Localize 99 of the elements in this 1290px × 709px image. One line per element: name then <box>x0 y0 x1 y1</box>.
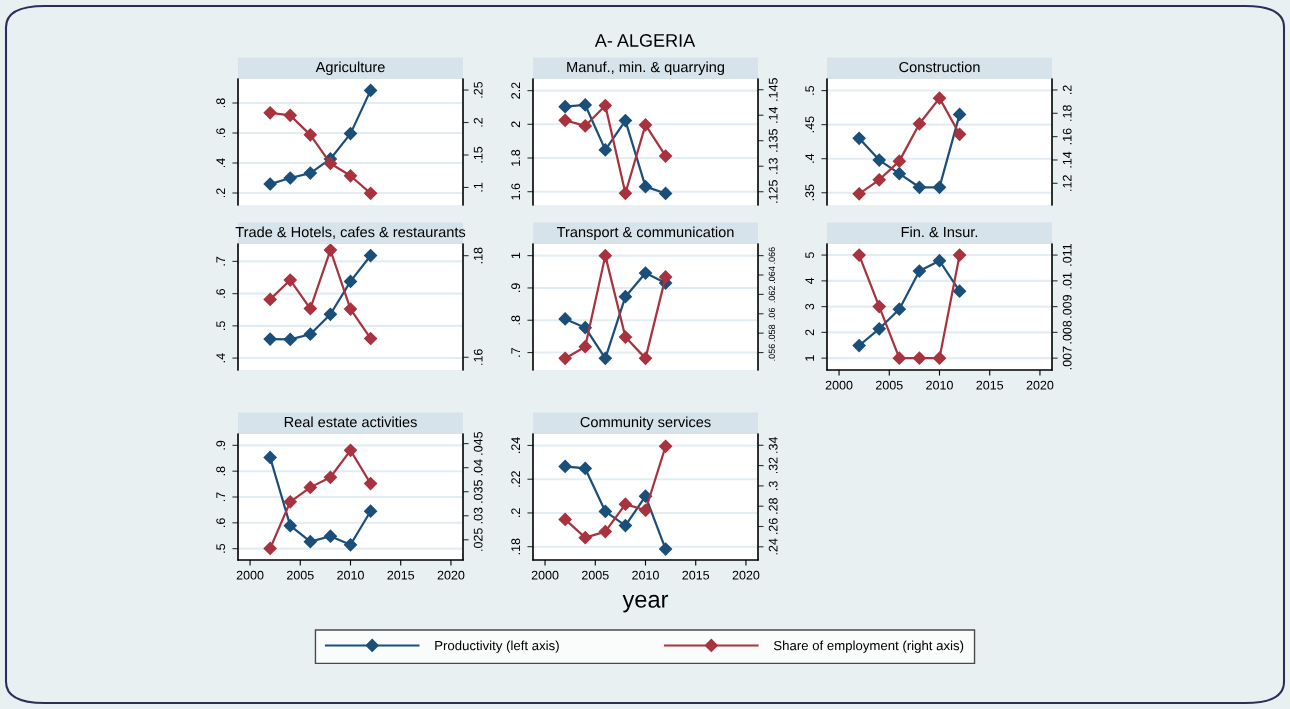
x-axis-title: year <box>622 594 669 613</box>
y2-tick-label: .2 <box>1062 85 1072 95</box>
x-tick-label: 2015 <box>387 570 415 580</box>
y-tick-label: .18 <box>511 538 521 555</box>
y2-tick-label: .32 <box>768 457 778 474</box>
y2-tick-label: .058 <box>768 324 776 342</box>
chart-title: Fin. & Insur. <box>901 226 978 238</box>
y-tick-label: 3 <box>805 303 815 310</box>
y-tick-label: .9 <box>511 283 521 293</box>
y-tick-label: 2.2 <box>511 82 520 99</box>
y2-tick-label: .16 <box>1062 128 1072 145</box>
y2-tick-label: .056 <box>768 344 776 361</box>
y-tick-label: .7 <box>511 347 520 357</box>
x-tick-label: 2005 <box>876 380 903 390</box>
y-tick-label: .7 <box>216 256 225 266</box>
y2-tick-label: .18 <box>1062 105 1072 121</box>
x-tick-label: 2015 <box>976 380 1004 390</box>
y2-tick-label: .066 <box>768 247 776 264</box>
y2-tick-label: .064 <box>768 266 776 283</box>
y2-tick-label: .14 <box>1062 151 1072 168</box>
y2-tick-label: .28 <box>768 498 778 514</box>
chart-title: Real estate activities <box>284 416 417 428</box>
y-tick-label: .4 <box>216 353 225 363</box>
y2-tick-label: .15 <box>473 146 483 163</box>
y2-tick-label: .12 <box>1062 175 1072 191</box>
y2-tick-label: .13 <box>768 158 778 174</box>
y-tick-label: .9 <box>216 440 226 450</box>
y-tick-label: .2 <box>511 508 520 518</box>
y2-tick-label: .06 <box>768 307 776 320</box>
y-tick-label: .5 <box>216 543 226 553</box>
y-tick-label: .24 <box>511 437 520 454</box>
y-tick-label: .4 <box>216 158 225 168</box>
y-tick-label: 5 <box>805 252 815 259</box>
y2-tick-label: .25 <box>473 81 483 98</box>
x-tick-label: 2010 <box>926 380 953 390</box>
x-tick-label: 2000 <box>825 380 853 390</box>
y2-tick-label: .062 <box>768 286 776 303</box>
y-tick-label: 1.6 <box>511 183 521 200</box>
y2-tick-label: .035 <box>473 480 483 503</box>
y2-tick-label: .009 <box>1062 295 1072 318</box>
y-tick-label: .5 <box>805 85 815 95</box>
chart-title: Agriculture <box>315 61 385 76</box>
y2-tick-label: .025 <box>473 528 483 551</box>
y-tick-label: 1 <box>805 355 814 361</box>
y-tick-label: 1.8 <box>511 149 521 166</box>
chart-title: Transport & communication <box>556 226 734 241</box>
y-tick-label: .7 <box>216 492 225 502</box>
y2-tick-label: .1 <box>473 182 483 192</box>
y-tick-label: .4 <box>805 153 814 163</box>
y-tick-label: .8 <box>216 466 226 476</box>
x-tick-label: 2010 <box>337 570 364 580</box>
y-tick-label: .8 <box>216 98 226 108</box>
y2-tick-label: .24 <box>768 538 778 555</box>
y2-tick-label: .135 <box>768 129 778 152</box>
y-tick-label: 2 <box>511 121 520 128</box>
x-tick-label: 2020 <box>437 570 465 580</box>
y2-tick-label: .34 <box>768 436 778 453</box>
x-tick-label: 2005 <box>582 570 609 580</box>
y-tick-label: 1 <box>511 252 520 259</box>
y-tick-label: .45 <box>805 116 815 133</box>
y2-tick-label: .3 <box>768 481 778 490</box>
y-tick-label: .2 <box>216 188 225 198</box>
y2-tick-label: .145 <box>768 78 778 101</box>
chart-title: Construction <box>899 61 980 73</box>
x-tick-label: 2000 <box>236 570 264 580</box>
text: Share of employment (right axis) <box>773 640 964 653</box>
x-tick-label: 2005 <box>287 570 314 580</box>
y-tick-label: .35 <box>805 184 815 201</box>
y-tick-label: .22 <box>511 471 520 487</box>
x-tick-label: 2020 <box>1026 380 1054 390</box>
y2-tick-label: .03 <box>473 507 483 524</box>
y-tick-label: .6 <box>216 518 226 527</box>
y-tick-label: .6 <box>216 128 226 138</box>
y2-tick-label: .16 <box>473 349 483 365</box>
x-tick-label: 2020 <box>732 570 760 580</box>
chart-title: Manuf., min. & quarrying <box>567 61 724 76</box>
x-tick-label: 2015 <box>682 570 710 580</box>
y-tick-label: 2 <box>805 329 814 336</box>
x-tick-label: 2000 <box>531 570 559 580</box>
y2-tick-label: .008 <box>1062 320 1072 344</box>
y2-tick-label: .04 <box>473 459 483 476</box>
y2-tick-label: .011 <box>1062 243 1072 266</box>
y2-tick-label: .26 <box>768 518 778 535</box>
y2-tick-label: .007 <box>1062 346 1072 370</box>
y-tick-label: 4 <box>805 277 814 285</box>
y2-tick-label: .045 <box>473 431 483 455</box>
x-tick-label: 2010 <box>632 570 659 580</box>
chart-title: Community services <box>580 416 711 431</box>
y2-tick-label: .01 <box>1062 272 1072 289</box>
y-tick-label: .5 <box>216 321 226 330</box>
y-tick-label: .6 <box>216 288 226 298</box>
text: Productivity (left axis) <box>435 640 559 653</box>
chart-title: Trade & Hotels, cafes & restaurants <box>235 226 466 239</box>
y2-tick-label: .18 <box>473 247 483 264</box>
y-tick-label: .8 <box>511 315 521 325</box>
y2-tick-label: .14 <box>768 106 778 123</box>
y2-tick-label: .125 <box>768 180 778 203</box>
y2-tick-label: .2 <box>473 117 483 127</box>
text: A- ALGERIA <box>594 34 696 47</box>
